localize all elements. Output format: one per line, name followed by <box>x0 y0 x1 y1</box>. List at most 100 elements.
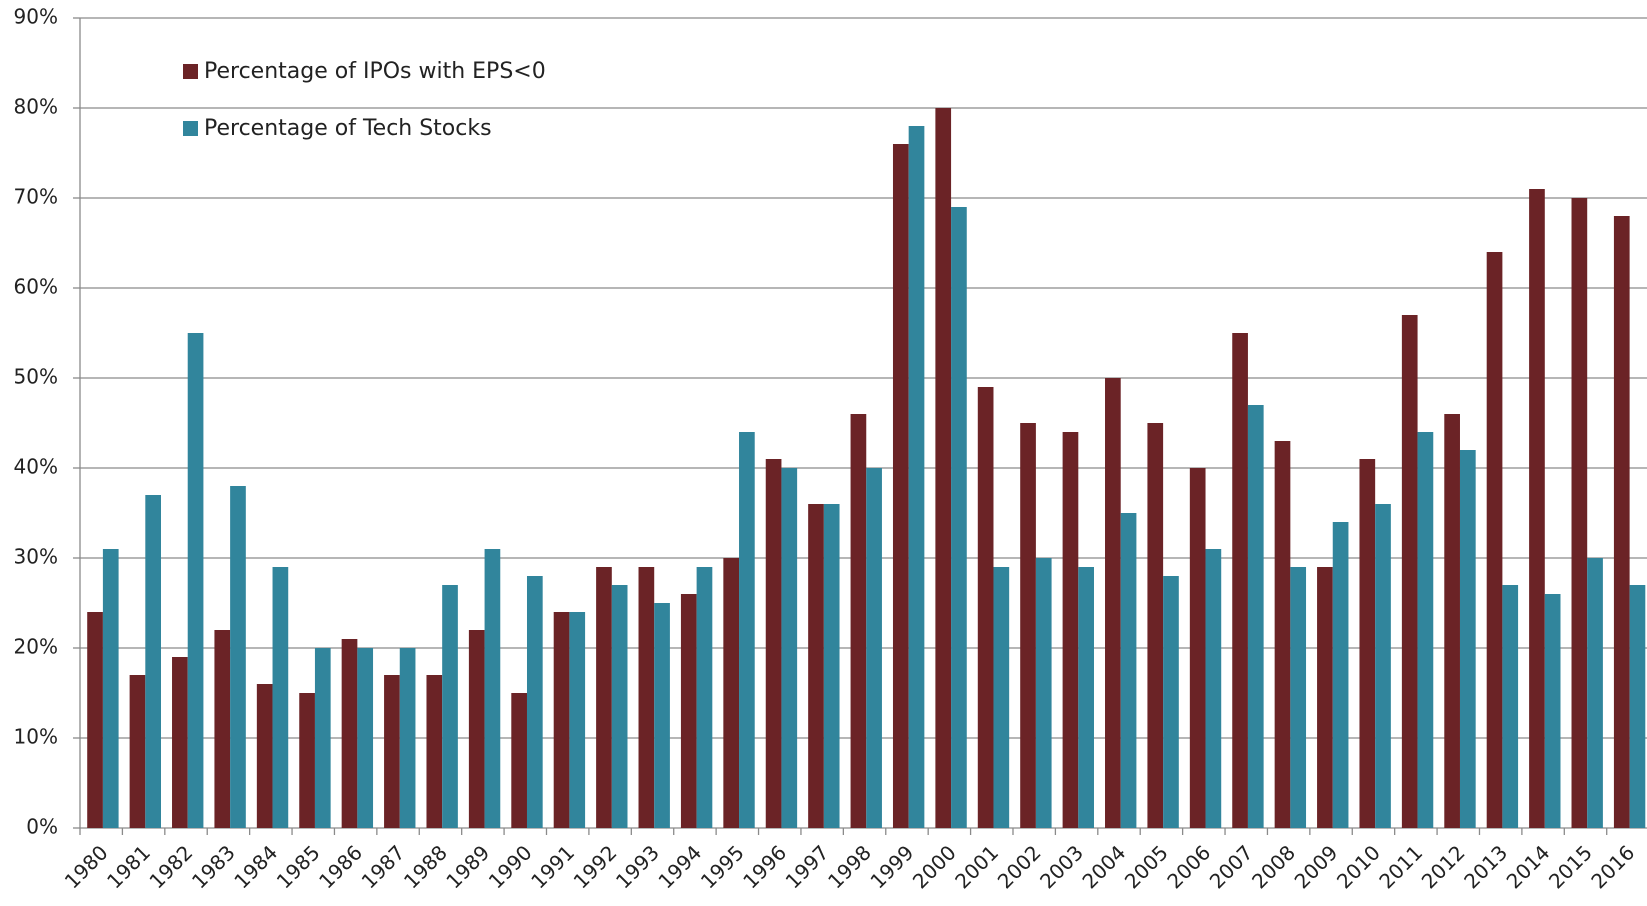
x-tick-label: 1995 <box>696 840 749 893</box>
bar <box>680 594 697 828</box>
x-tick-label: 1993 <box>611 840 664 893</box>
bar <box>1120 513 1137 828</box>
x-tick-label: 2003 <box>1035 840 1088 893</box>
x-tick-label: 1999 <box>865 840 918 893</box>
x-tick-label: 2006 <box>1162 840 1215 893</box>
bar <box>1359 459 1376 828</box>
x-tick-label: 1984 <box>229 840 282 893</box>
bar <box>977 387 994 828</box>
bar <box>1035 558 1052 828</box>
bar <box>511 693 527 828</box>
y-tick-label: 90% <box>14 5 58 29</box>
bar <box>850 414 867 828</box>
x-tick-label: 2014 <box>1502 840 1555 893</box>
legend-swatch <box>183 64 198 79</box>
legend-swatch <box>183 121 198 136</box>
bar <box>1163 576 1179 828</box>
bar <box>129 675 146 828</box>
bar <box>102 549 119 828</box>
x-tick-label: 2001 <box>950 840 1003 893</box>
y-tick-label: 80% <box>14 95 58 119</box>
x-tick-label: 1990 <box>484 840 537 893</box>
x-tick-label: 1986 <box>314 840 367 893</box>
x-tick-label: 2007 <box>1205 840 1258 893</box>
x-tick-label: 2011 <box>1374 840 1427 893</box>
bar <box>553 612 570 828</box>
bar <box>1486 252 1503 828</box>
bar <box>1247 405 1264 828</box>
y-tick-label: 70% <box>14 185 58 209</box>
x-tick-label: 1988 <box>399 840 452 893</box>
bar <box>638 567 655 828</box>
bar <box>1502 585 1519 828</box>
x-tick-label: 2013 <box>1459 840 1512 893</box>
bar <box>341 639 358 828</box>
x-tick-label: 1980 <box>60 840 113 893</box>
bar <box>781 468 798 828</box>
bar <box>442 585 458 828</box>
bar <box>1417 432 1434 828</box>
bar <box>399 648 416 828</box>
x-tick-label: 2005 <box>1120 840 1173 893</box>
bar <box>723 558 740 828</box>
x-tick-label: 2004 <box>1077 840 1130 893</box>
bar <box>1459 450 1476 828</box>
y-tick-label: 30% <box>14 545 58 569</box>
bar <box>1529 189 1545 828</box>
bar <box>1444 414 1460 828</box>
bar <box>808 504 824 828</box>
bar <box>1062 432 1079 828</box>
bar <box>314 648 331 828</box>
legend-label: Percentage of IPOs with EPS<0 <box>204 59 546 84</box>
bar <box>87 612 103 828</box>
y-tick-label: 0% <box>26 815 58 839</box>
y-tick-label: 40% <box>14 455 58 479</box>
bar <box>823 504 840 828</box>
bar <box>256 684 273 828</box>
bar <box>951 207 967 828</box>
x-tick-label: 1982 <box>144 840 197 893</box>
bar <box>1274 441 1291 828</box>
x-tick-label: 1989 <box>441 840 494 893</box>
bar <box>596 567 612 828</box>
bar <box>172 657 188 828</box>
bar <box>1020 423 1036 828</box>
bar <box>272 567 289 828</box>
bar <box>1332 522 1349 828</box>
bar <box>230 486 246 828</box>
bar <box>468 630 485 828</box>
bar <box>426 675 443 828</box>
x-tick-label: 2010 <box>1332 840 1385 893</box>
bar <box>1232 333 1248 828</box>
bar <box>1189 468 1206 828</box>
x-tick-label: 1996 <box>738 840 791 893</box>
bar <box>145 495 162 828</box>
bar <box>299 693 315 828</box>
x-tick-label: 1998 <box>823 840 876 893</box>
bar <box>1587 558 1603 828</box>
bar <box>1078 567 1094 828</box>
bar <box>935 108 952 828</box>
bar <box>187 333 204 828</box>
x-tick-label: 2009 <box>1290 840 1343 893</box>
bar <box>866 468 882 828</box>
bar <box>654 603 670 828</box>
y-tick-label: 60% <box>14 275 58 299</box>
bar <box>1105 378 1121 828</box>
x-tick-label: 1981 <box>102 840 155 893</box>
bar <box>357 648 374 828</box>
bar <box>569 612 586 828</box>
bar <box>1401 315 1418 828</box>
bar <box>1290 567 1307 828</box>
bar <box>993 567 1010 828</box>
bar <box>611 585 628 828</box>
bar <box>765 459 782 828</box>
x-tick-label: 2016 <box>1586 840 1639 893</box>
y-tick-label: 10% <box>14 725 58 749</box>
bar <box>1613 216 1630 828</box>
bar <box>526 576 543 828</box>
legend-label: Percentage of Tech Stocks <box>204 116 492 141</box>
bar <box>1544 594 1561 828</box>
bar <box>384 675 400 828</box>
